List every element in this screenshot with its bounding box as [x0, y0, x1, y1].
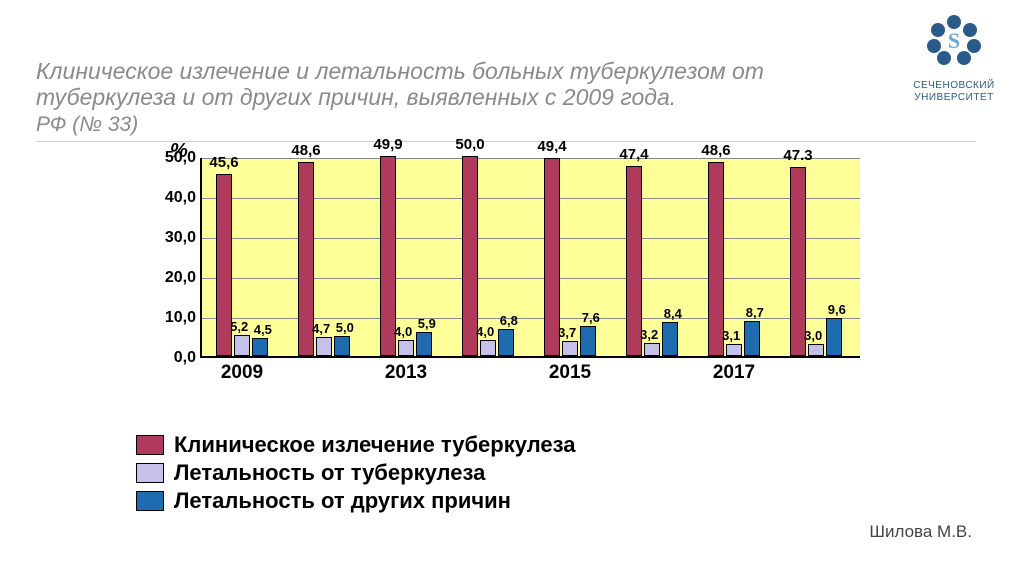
bar-group: 47,43,28,4 — [626, 166, 678, 356]
bar-group: 49,94,05,9 — [380, 156, 432, 356]
legend-swatch — [136, 463, 164, 483]
legend-label: Летальность от туберкулеза — [174, 460, 485, 486]
bar: 5,0 — [334, 336, 350, 356]
bar-value-label: 8,4 — [664, 306, 682, 321]
bar-value-label: 3,2 — [640, 327, 658, 342]
bar: 7,6 — [580, 326, 596, 356]
legend-swatch — [136, 435, 164, 455]
bar-group: 48,63,18,7 — [708, 162, 760, 356]
bar: 3,2 — [644, 343, 660, 356]
university-logo: S СЕЧЕНОВСКИЙ УНИВЕРСИТЕТ — [904, 12, 1004, 104]
bar-value-label: 5,0 — [336, 320, 354, 335]
bar-value-label: 3,7 — [558, 325, 576, 340]
bar-value-label: 4,7 — [312, 321, 330, 336]
slide-subtitle: РФ (№ 33) — [36, 113, 856, 137]
y-tick-label: 40,0 — [150, 189, 196, 207]
logo-text-1: СЕЧЕНОВСКИЙ — [904, 80, 1004, 92]
logo-icon: S — [922, 12, 986, 76]
bar: 5,9 — [416, 332, 432, 356]
bar: 4,7 — [316, 337, 332, 356]
bar-value-label: 49,4 — [537, 138, 566, 155]
y-tick-label: 50,0 — [150, 149, 196, 167]
bar-value-label: 47.3 — [783, 147, 812, 164]
bar-value-label: 9,6 — [828, 302, 846, 317]
bar-value-label: 4,5 — [254, 322, 272, 337]
bar-value-label: 4,0 — [394, 324, 412, 339]
legend-item: Клиническое излечение туберкулеза — [136, 432, 576, 458]
title-block: Клиническое излечение и летальность боль… — [36, 58, 856, 142]
x-tick-label: 2009 — [221, 362, 263, 384]
bar-value-label: 6,8 — [500, 313, 518, 328]
bar-value-label: 5,9 — [418, 316, 436, 331]
legend-label: Летальность от других причин — [174, 488, 511, 514]
bar-value-label: 4,0 — [476, 324, 494, 339]
x-axis-labels: 2009 2013 2015 2017 — [200, 362, 860, 390]
legend-item: Летальность от других причин — [136, 488, 576, 514]
bar: 8,7 — [744, 321, 760, 356]
logo-text-2: УНИВЕРСИТЕТ — [904, 92, 1004, 104]
x-tick-label: 2015 — [549, 362, 591, 384]
bar: 5,2 — [234, 335, 250, 356]
bar-group: 50,04,06,8 — [462, 156, 514, 356]
bar-value-label: 45,6 — [209, 154, 238, 171]
bar-group: 47.33,09,6 — [790, 167, 842, 356]
bar-group: 48,64,75,0 — [298, 162, 350, 356]
legend-item: Летальность от туберкулеза — [136, 460, 576, 486]
svg-text:S: S — [948, 28, 960, 53]
bar: 6,8 — [498, 329, 514, 356]
bar: 4,0 — [480, 340, 496, 356]
bar-group: 49,43,77,6 — [544, 158, 596, 356]
legend-swatch — [136, 491, 164, 511]
bar-value-label: 8,7 — [746, 305, 764, 320]
bar: 3,1 — [726, 344, 742, 356]
bar-value-label: 3,0 — [804, 328, 822, 343]
x-tick-label: 2017 — [713, 362, 755, 384]
bar-group: 45,65,24,5 — [216, 174, 268, 356]
bar-value-label: 49,9 — [373, 136, 402, 153]
bar-value-label: 48,6 — [291, 142, 320, 159]
bar: 8,4 — [662, 322, 678, 356]
bar: 9,6 — [826, 318, 842, 356]
y-tick-label: 20,0 — [150, 269, 196, 287]
x-tick-label: 2013 — [385, 362, 427, 384]
bar: 4,5 — [252, 338, 268, 356]
y-tick-label: 0,0 — [150, 349, 196, 367]
y-tick-label: 10,0 — [150, 309, 196, 327]
slide-title: Клиническое излечение и летальность боль… — [36, 58, 856, 111]
legend: Клиническое излечение туберкулезаЛетальн… — [136, 432, 576, 516]
bar-value-label: 7,6 — [582, 310, 600, 325]
y-tick-label: 30,0 — [150, 229, 196, 247]
bar-value-label: 50,0 — [455, 136, 484, 153]
author: Шилова М.В. — [869, 522, 972, 542]
bar-chart: % 0,010,020,030,040,050,045,65,24,548,64… — [140, 158, 880, 408]
plot-area: 0,010,020,030,040,050,045,65,24,548,64,7… — [200, 158, 860, 358]
bar: 3,0 — [808, 344, 824, 356]
legend-label: Клиническое излечение туберкулеза — [174, 432, 576, 458]
bar-value-label: 3,1 — [722, 328, 740, 343]
bar: 4,0 — [398, 340, 414, 356]
bar-value-label: 48,6 — [701, 142, 730, 159]
bar-value-label: 5,2 — [230, 319, 248, 334]
bar-value-label: 47,4 — [619, 146, 648, 163]
bar: 3,7 — [562, 341, 578, 356]
